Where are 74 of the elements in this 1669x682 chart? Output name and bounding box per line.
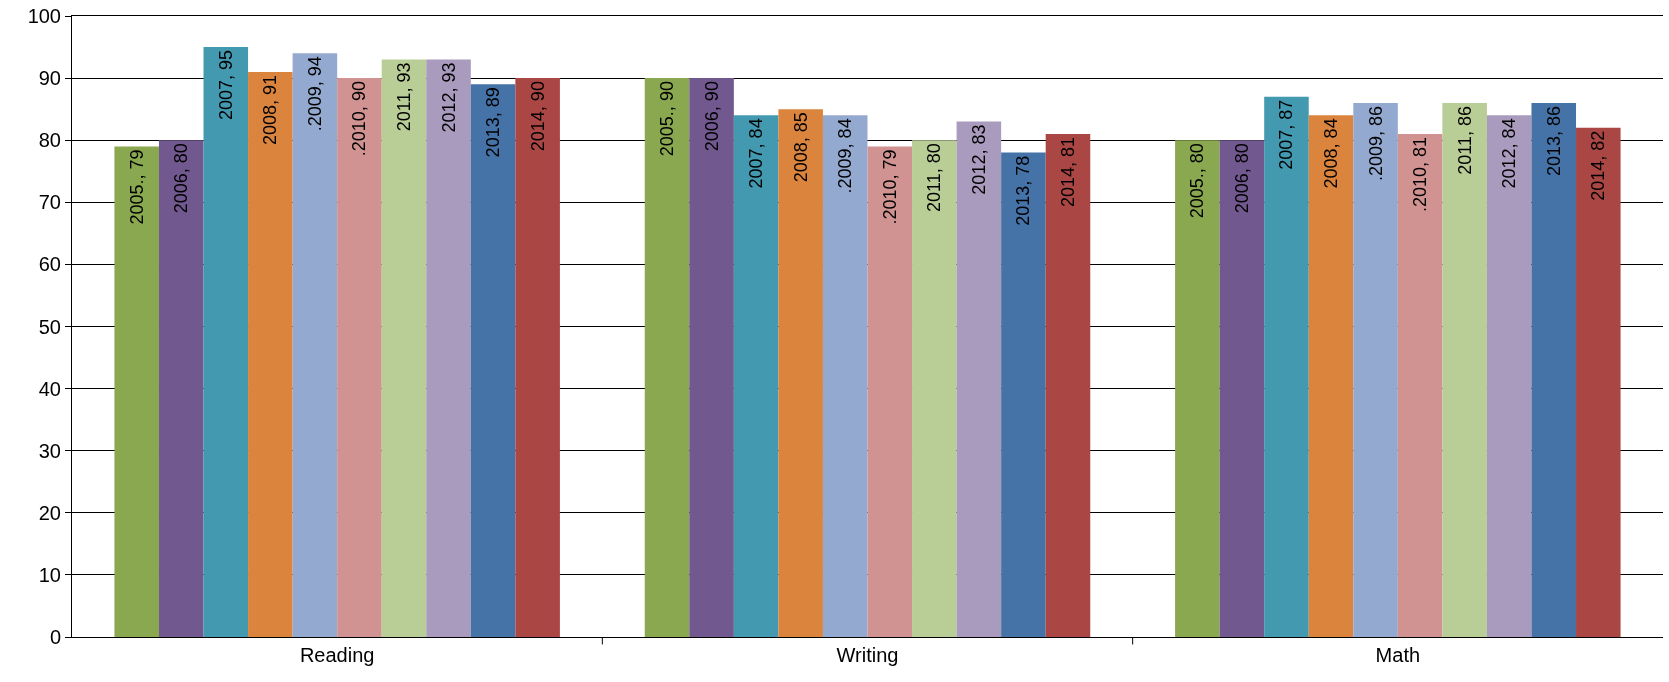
y-tick-label: 40: [38, 377, 61, 400]
data-label: 2007, 87: [1276, 99, 1297, 170]
bar: [1397, 133, 1443, 637]
data-label: 2008, 85: [790, 112, 811, 183]
x-tick-label: Reading: [299, 644, 375, 666]
y-tick-label: 80: [38, 129, 61, 152]
bar: [114, 146, 159, 637]
bar: [644, 78, 690, 637]
data-label: .2009, 94: [304, 56, 325, 132]
bar: [203, 47, 249, 637]
bar: [1045, 133, 1091, 637]
data-label: .2010, 90: [349, 81, 370, 157]
data-label: .2009, 84: [835, 118, 856, 194]
bar: [1264, 96, 1309, 637]
bar: [1001, 152, 1046, 637]
data-label: 2013, 78: [1013, 155, 1034, 226]
bar: [426, 59, 471, 637]
bar: [470, 84, 516, 637]
data-label: 2006, 90: [701, 81, 722, 152]
y-tick-label: 30: [38, 439, 61, 462]
bar: [381, 59, 427, 637]
data-label: 2014, 81: [1057, 136, 1078, 208]
bar: [337, 78, 382, 637]
data-label: 2005., 80: [1187, 143, 1208, 219]
y-tick-label: 0: [49, 626, 61, 648]
bar: [158, 140, 204, 637]
bar: [292, 53, 338, 637]
x-tick-label: Writing: [836, 644, 899, 666]
bar: [1219, 140, 1265, 637]
data-label: .2010, 79: [879, 149, 900, 225]
bar: [1576, 127, 1621, 637]
data-label: 2006, 80: [1231, 143, 1252, 214]
bar: [822, 115, 868, 637]
data-label: 2012, 93: [438, 62, 459, 133]
data-label: 2014, 82: [1588, 130, 1609, 201]
bar: [1442, 102, 1487, 637]
data-label: .2010, 81: [1410, 136, 1431, 213]
data-label: 2012, 83: [968, 124, 989, 195]
data-label: 2013, 86: [1543, 105, 1564, 177]
data-label: 2012, 84: [1499, 118, 1520, 189]
data-label: 2011, 80: [924, 143, 945, 212]
y-tick-label: 50: [38, 315, 61, 338]
bar: [956, 121, 1002, 637]
bar: [1486, 115, 1532, 637]
bar: [1308, 115, 1354, 637]
y-tick-label: 70: [38, 191, 61, 214]
data-label: 2007, 95: [215, 50, 236, 121]
data-label: 2005., 79: [126, 149, 147, 225]
y-tick-label: 20: [38, 501, 61, 524]
data-label: 2014, 90: [527, 81, 548, 152]
data-label: .2009, 86: [1365, 105, 1386, 182]
y-tick-label: 90: [38, 67, 61, 90]
data-label: 2008, 84: [1321, 118, 1342, 189]
bar: [733, 115, 779, 637]
bar: [778, 109, 823, 637]
data-label: 2013, 89: [483, 87, 504, 158]
data-label: 2008, 91: [260, 74, 281, 145]
y-tick-label: 60: [38, 253, 61, 276]
data-label: 2007, 84: [746, 118, 767, 189]
y-tick-label: 100: [27, 5, 61, 27]
data-label: 2011, 93: [393, 62, 414, 132]
data-label: 2005., 90: [657, 81, 678, 157]
data-label: 2006, 80: [171, 143, 192, 214]
y-tick-label: 10: [38, 563, 61, 586]
bar: [867, 146, 913, 637]
data-label: 2011, 86: [1454, 105, 1475, 175]
x-tick-label: Math: [1375, 644, 1421, 666]
bar: [1353, 102, 1398, 637]
bar: [515, 78, 560, 637]
bar: [689, 78, 734, 637]
bar: [248, 71, 293, 637]
bar: [1531, 102, 1577, 637]
bar: [1175, 140, 1220, 637]
bar: [912, 140, 957, 637]
